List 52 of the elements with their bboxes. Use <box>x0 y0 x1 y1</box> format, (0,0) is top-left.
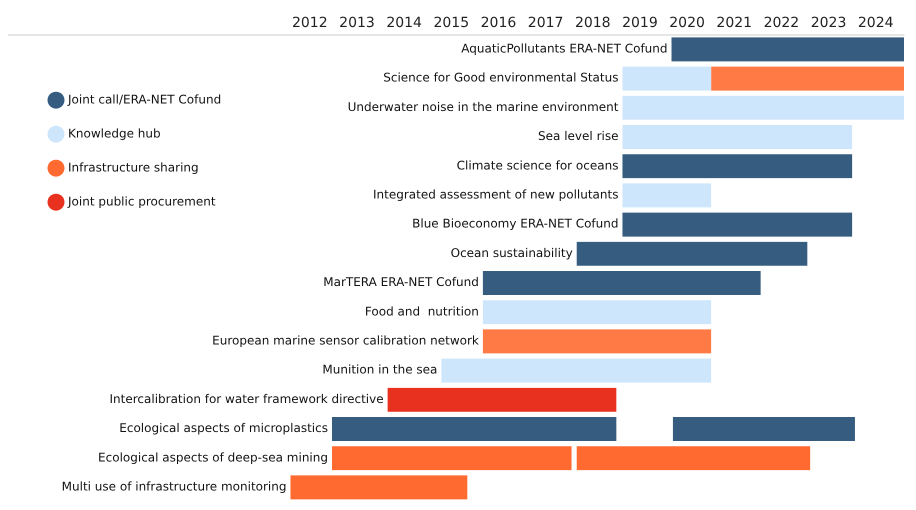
x-tick-label: 2015 <box>433 15 470 32</box>
bar <box>622 66 712 91</box>
legend-label: Knowledge hub <box>68 126 161 140</box>
x-tick-label: 2017 <box>528 15 564 32</box>
y-tick-label: Climate science for oceans <box>456 158 618 172</box>
y-tick-label: Food and nutrition <box>364 304 479 318</box>
bar <box>332 417 616 441</box>
x-tick-label: 2014 <box>386 15 422 32</box>
x-tick-label: 2019 <box>622 15 658 32</box>
y-tick-label: Munition in the sea <box>322 362 438 377</box>
x-tick-label: 2024 <box>858 15 894 32</box>
bar <box>622 212 852 237</box>
y-tick-label: MarTERA ERA-NET Cofund <box>323 275 479 290</box>
legend-label: Joint call/ERA-NET Cofund <box>67 92 222 106</box>
bar <box>441 358 712 383</box>
bar <box>672 37 904 62</box>
y-tick-label: Ecological aspects of deep-sea mining <box>98 450 328 464</box>
y-tick-label: Blue Bioeconomy ERA-NET Cofund <box>412 216 618 231</box>
y-tick-label: Ecological aspects of microplastics <box>119 421 328 436</box>
bar <box>711 66 904 91</box>
legend-label: Infrastructure sharing <box>68 160 199 174</box>
y-tick-label: Ocean sustainability <box>450 246 573 260</box>
y-tick-label: European marine sensor calibration network <box>212 334 479 348</box>
bar <box>576 446 810 470</box>
bar <box>622 96 904 120</box>
x-tick-label: 2020 <box>669 15 705 32</box>
y-tick-label: Integrated assessment of new pollutants <box>373 188 618 202</box>
bar <box>482 329 712 354</box>
bar <box>576 242 808 266</box>
legend-label: Joint public procurement <box>67 194 216 208</box>
x-tick-label: 2022 <box>764 15 800 32</box>
y-tick-label: Sea level rise <box>538 129 618 144</box>
y-tick-label: Multi use of infrastructure monitoring <box>62 480 286 494</box>
x-tick-label: 2018 <box>574 15 611 32</box>
x-tick-label: 2023 <box>810 15 846 32</box>
bar <box>622 154 852 178</box>
bar <box>622 183 712 208</box>
x-tick-label: 2012 <box>292 15 328 32</box>
bar <box>672 417 855 441</box>
y-tick-label: Intercalibration for water framework directive <box>110 392 384 406</box>
bar <box>482 300 712 324</box>
x-tick-label: 2013 <box>339 15 375 32</box>
bar <box>332 446 572 470</box>
y-tick-label: AquaticPollutants ERA-NET Cofund <box>461 42 668 56</box>
bar <box>622 125 852 149</box>
y-tick-label: Science for Good environmental Status <box>383 70 618 85</box>
bar <box>482 271 761 295</box>
x-tick-label: 2016 <box>480 15 516 32</box>
bar <box>388 388 616 412</box>
bar <box>290 475 468 500</box>
y-tick-label: Underwater noise in the marine environment <box>348 100 619 114</box>
x-tick-label: 2021 <box>716 15 752 32</box>
